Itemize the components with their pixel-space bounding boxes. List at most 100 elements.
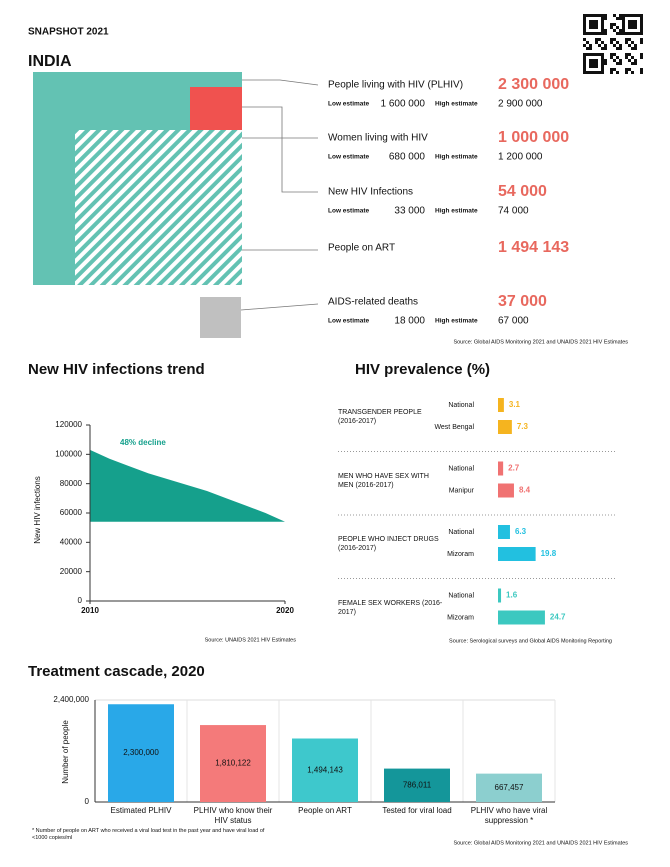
x-tick-label: PLHIV who know their HIV status: [193, 806, 273, 825]
qr-cell: [601, 68, 604, 71]
qr-cell: [628, 20, 631, 23]
stat-label: Women living with HIV: [328, 133, 428, 144]
qr-cell: [613, 59, 616, 62]
qr-cell: [628, 32, 631, 35]
qr-cell: [589, 32, 592, 35]
qr-cell: [583, 71, 586, 74]
connectors: [240, 79, 319, 311]
bar: [108, 704, 174, 802]
qr-cell: [601, 20, 604, 23]
qr-cell: [640, 23, 643, 26]
qr-cell: [601, 32, 604, 35]
qr-cell: [604, 47, 607, 50]
bar: [498, 398, 504, 412]
high-label: High estimate: [435, 101, 478, 108]
y-tick-label: 0: [85, 797, 90, 806]
qr-cell: [613, 38, 616, 41]
qr-cell: [592, 26, 595, 29]
stat-label: AIDS-related deaths: [328, 297, 418, 308]
qr-cell: [628, 26, 631, 29]
bar-category: Mizoram: [447, 614, 474, 621]
qr-cell: [589, 59, 592, 62]
bar: [384, 768, 450, 802]
qr-cell: [604, 44, 607, 47]
qr-cell: [595, 32, 598, 35]
qr-cell: [589, 47, 592, 50]
bar-category: Manipur: [449, 487, 475, 494]
value-label: 2.7: [508, 464, 520, 473]
bar: [498, 547, 536, 561]
bar-category: Mizoram: [447, 551, 474, 558]
bar-category: National: [448, 529, 474, 536]
value-label: 7.3: [517, 422, 529, 431]
qr-cell: [610, 71, 613, 74]
qr-cell: [586, 53, 589, 56]
source: Source: Global AIDS Monitoring 2021 and …: [453, 339, 628, 345]
qr-cell: [622, 29, 625, 32]
qr-cell: [610, 38, 613, 41]
qr-cell: [619, 32, 622, 35]
qr-cell: [613, 14, 616, 17]
qr-cell: [640, 53, 643, 56]
qr-cell: [640, 56, 643, 59]
source: Source: UNAIDS 2021 HIV Estimates: [205, 637, 297, 643]
chart-title: Treatment cascade, 2020: [28, 663, 205, 680]
x-tick-label: Estimated PLHIV: [110, 806, 172, 815]
qr-cell: [595, 38, 598, 41]
bar: [498, 610, 545, 625]
y-tick-label: 40000: [60, 537, 83, 546]
qr-cell: [631, 20, 634, 23]
qr-cell: [586, 71, 589, 74]
qr-cell: [595, 59, 598, 62]
qr-cell: [625, 56, 628, 59]
qr-cell: [601, 47, 604, 50]
value-label: 1,494,143: [307, 765, 343, 774]
qr-cell: [628, 59, 631, 62]
stat-value: 37 000: [498, 293, 547, 310]
qr-cell: [640, 17, 643, 20]
qr-cell: [589, 23, 592, 26]
qr-cell: [601, 26, 604, 29]
qr-cell: [583, 14, 586, 17]
qr-cell: [583, 53, 586, 56]
women-block: [75, 130, 242, 285]
qr-cell: [631, 71, 634, 74]
low-value: 680 000: [389, 152, 426, 163]
qr-cell: [628, 23, 631, 26]
qr-cell: [583, 23, 586, 26]
qr-cell: [619, 44, 622, 47]
qr-cell: [610, 56, 613, 59]
qr-cell: [601, 62, 604, 65]
qr-cell: [640, 68, 643, 71]
qr-cell: [634, 32, 637, 35]
qr-cell: [619, 17, 622, 20]
qr-cell: [601, 53, 604, 56]
qr-cell: [628, 38, 631, 41]
value-label: 8.4: [519, 486, 531, 495]
qr-cell: [592, 65, 595, 68]
country: INDIA: [28, 53, 72, 70]
qr-cell: [637, 14, 640, 17]
qr-cell: [619, 59, 622, 62]
qr-cell: [589, 26, 592, 29]
qr-cell: [583, 68, 586, 71]
qr-cell: [634, 47, 637, 50]
qr-cell: [592, 62, 595, 65]
qr-cell: [583, 29, 586, 32]
qr-cell: [634, 26, 637, 29]
qr-cell: [592, 23, 595, 26]
qr-cell: [601, 41, 604, 44]
deaths-block: [200, 297, 241, 338]
bar: [498, 461, 504, 476]
bar-category: West Bengal: [434, 424, 474, 431]
low-value: 1 600 000: [381, 99, 426, 110]
qr-cell: [631, 32, 634, 35]
qr-cell: [583, 59, 586, 62]
qr-cell: [616, 32, 619, 35]
qr-cell: [634, 44, 637, 47]
qr-cell: [598, 44, 601, 47]
x-tick-label: Tested for viral load: [382, 806, 452, 815]
qr-cell: [628, 44, 631, 47]
group-label: FEMALE SEX WORKERS (2016-2017): [338, 599, 443, 616]
qr-cell: [622, 17, 625, 20]
